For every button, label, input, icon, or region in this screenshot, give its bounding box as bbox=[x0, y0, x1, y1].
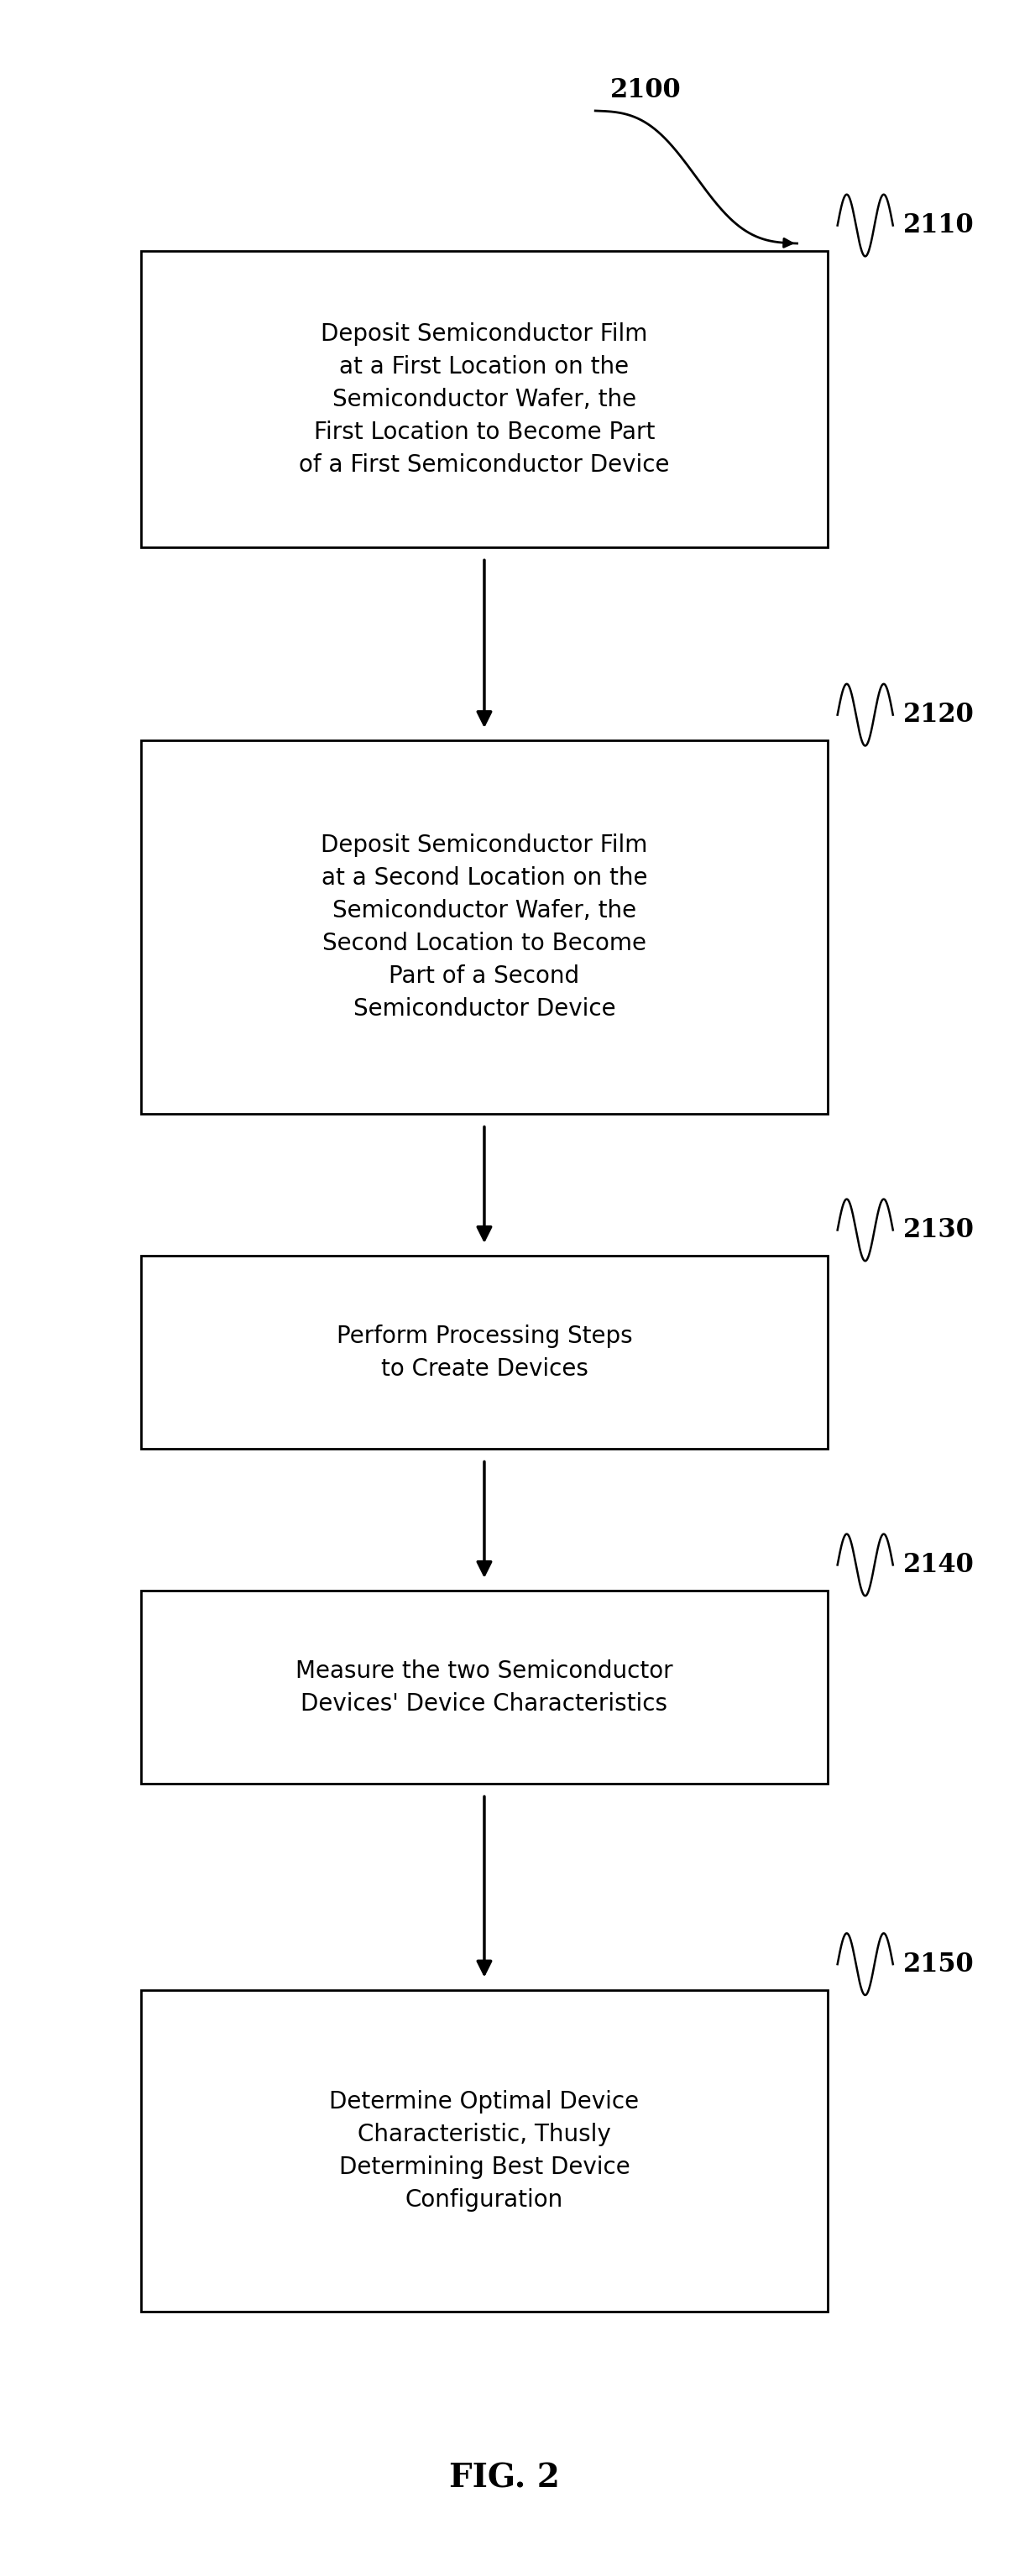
Text: 2120: 2120 bbox=[903, 701, 975, 729]
FancyBboxPatch shape bbox=[141, 252, 827, 549]
FancyBboxPatch shape bbox=[141, 1592, 827, 1783]
Text: Deposit Semiconductor Film
at a First Location on the
Semiconductor Wafer, the
F: Deposit Semiconductor Film at a First Lo… bbox=[299, 322, 670, 477]
Text: Perform Processing Steps
to Create Devices: Perform Processing Steps to Create Devic… bbox=[336, 1324, 633, 1381]
Text: 2130: 2130 bbox=[903, 1216, 975, 1244]
Text: FIG. 2: FIG. 2 bbox=[449, 2463, 560, 2494]
Text: 2150: 2150 bbox=[903, 1950, 974, 1978]
Text: 2100: 2100 bbox=[610, 77, 681, 103]
FancyBboxPatch shape bbox=[141, 1257, 827, 1448]
FancyBboxPatch shape bbox=[141, 1989, 827, 2313]
Text: Measure the two Semiconductor
Devices' Device Characteristics: Measure the two Semiconductor Devices' D… bbox=[296, 1659, 673, 1716]
FancyBboxPatch shape bbox=[141, 742, 827, 1113]
Text: Determine Optimal Device
Characteristic, Thusly
Determining Best Device
Configur: Determine Optimal Device Characteristic,… bbox=[329, 2089, 640, 2213]
Text: 2110: 2110 bbox=[903, 211, 974, 240]
Text: 2140: 2140 bbox=[903, 1551, 975, 1579]
Text: Deposit Semiconductor Film
at a Second Location on the
Semiconductor Wafer, the
: Deposit Semiconductor Film at a Second L… bbox=[321, 835, 648, 1020]
